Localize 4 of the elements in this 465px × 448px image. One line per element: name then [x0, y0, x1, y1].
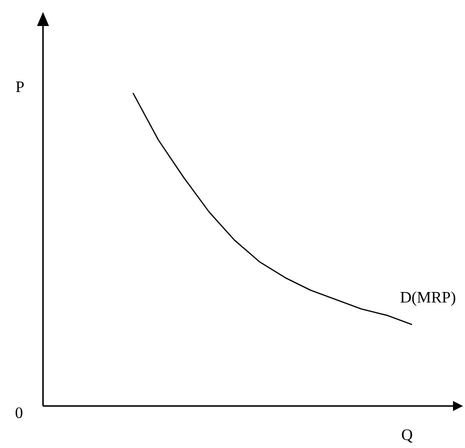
text: 0: [15, 405, 23, 422]
text: P: [16, 79, 25, 96]
x-axis-title: Q: [401, 427, 414, 444]
series-label: D(MRP): [400, 290, 456, 307]
